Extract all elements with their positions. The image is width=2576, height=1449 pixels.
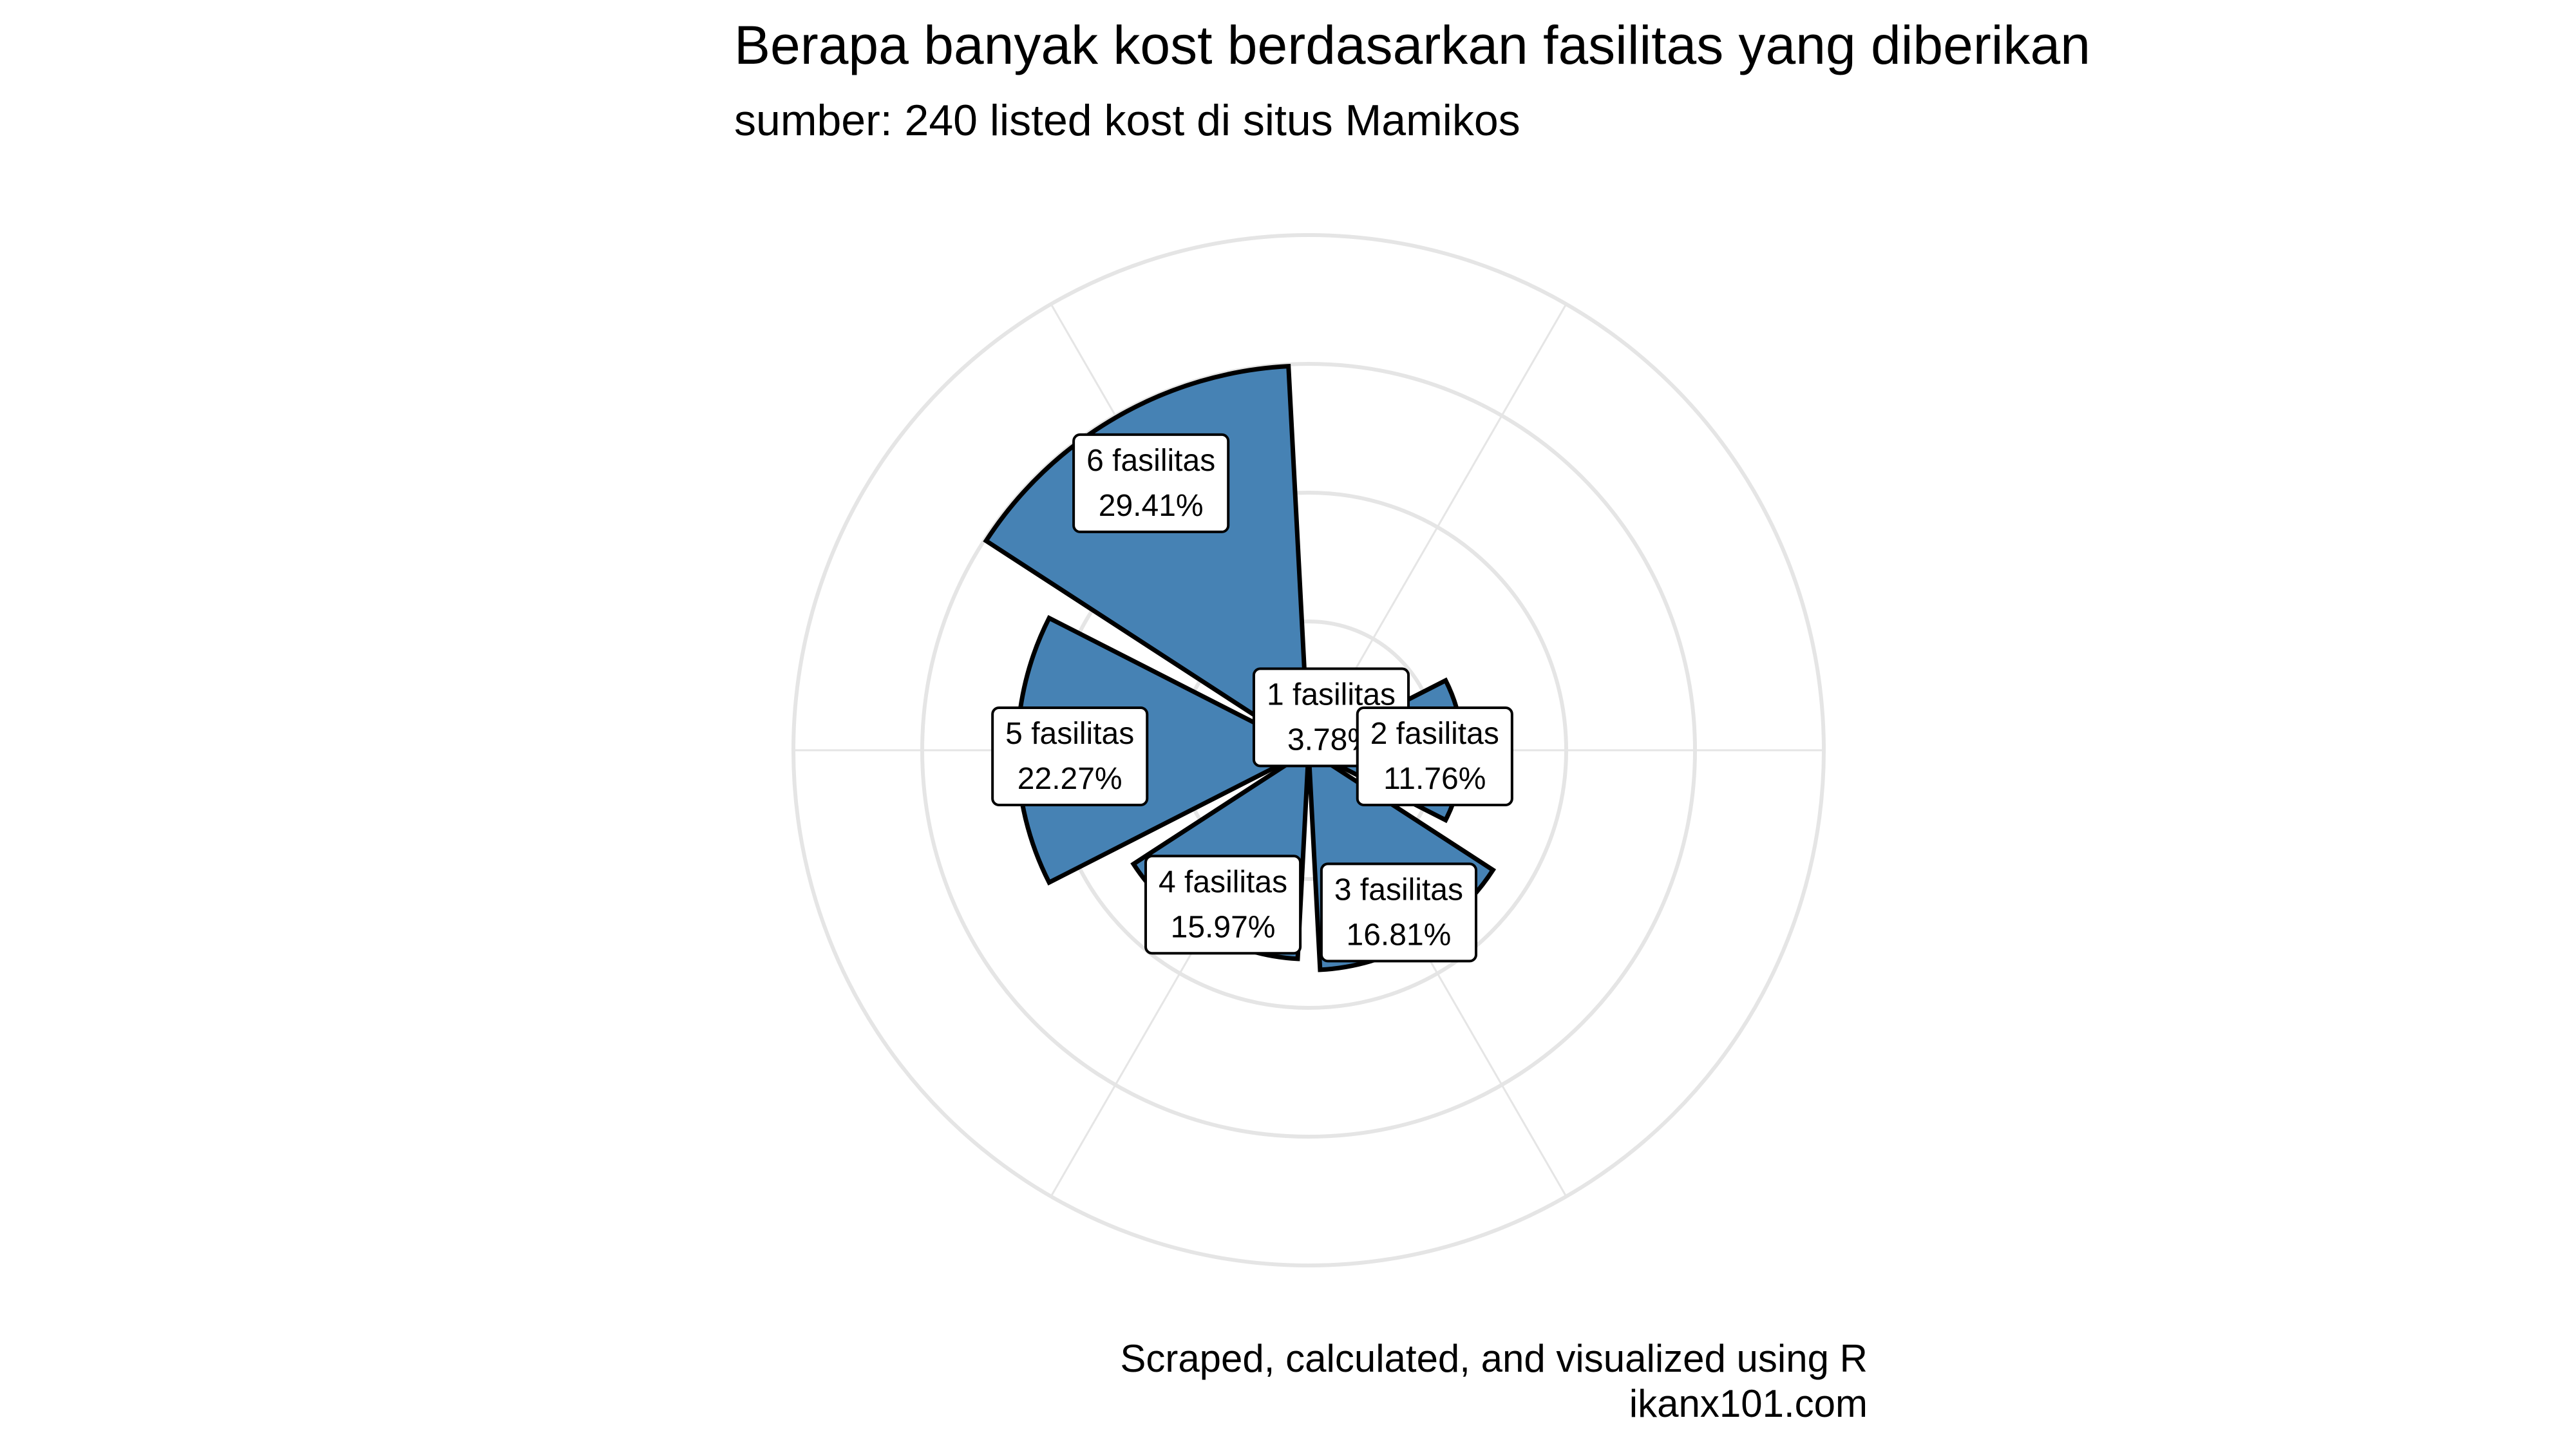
caption-line-2: ikanx101.com bbox=[1629, 1382, 1868, 1425]
caption-line-1: Scraped, calculated, and visualized usin… bbox=[1120, 1337, 1868, 1380]
data-label-category: 3 fasilitas bbox=[1334, 873, 1463, 907]
data-label-3: 3 fasilitas 16.81% bbox=[1320, 862, 1477, 963]
caption: Scraped, calculated, and visualized usin… bbox=[1120, 1336, 1868, 1426]
data-label-value: 29.41% bbox=[1099, 489, 1204, 523]
data-label-category: 5 fasilitas bbox=[1005, 717, 1134, 751]
data-label-category: 6 fasilitas bbox=[1086, 444, 1215, 478]
data-label-box bbox=[1072, 433, 1230, 533]
data-label-value: 22.27% bbox=[1018, 762, 1122, 796]
data-label-box bbox=[1356, 706, 1513, 806]
data-label-value: 11.76% bbox=[1383, 762, 1486, 796]
chart-title: Berapa banyak kost berdasarkan fasilitas… bbox=[734, 15, 2090, 75]
data-label-box bbox=[991, 706, 1149, 806]
data-label-4: 4 fasilitas 15.97% bbox=[1144, 855, 1302, 955]
data-label-value: 16.81% bbox=[1347, 918, 1452, 952]
data-label-category: 2 fasilitas bbox=[1370, 717, 1499, 751]
data-label-category: 1 fasilitas bbox=[1267, 677, 1396, 712]
data-label-category: 4 fasilitas bbox=[1159, 865, 1287, 899]
data-label-box bbox=[1320, 862, 1477, 963]
chart-subtitle: sumber: 240 listed kost di situs Mamikos bbox=[734, 96, 1520, 145]
data-label-value: 15.97% bbox=[1171, 910, 1276, 944]
data-label-5: 5 fasilitas 22.27% bbox=[991, 706, 1149, 806]
data-label-2: 2 fasilitas 11.76% bbox=[1356, 706, 1513, 806]
data-label-6: 6 fasilitas 29.41% bbox=[1072, 433, 1230, 533]
data-label-box bbox=[1144, 855, 1302, 955]
